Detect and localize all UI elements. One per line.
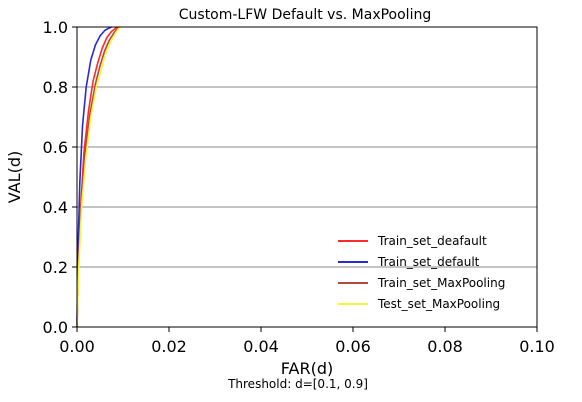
y-tick-label-1: 0.2 bbox=[43, 258, 68, 277]
y-tick-label-5: 1.0 bbox=[43, 18, 68, 37]
y-tick-label-4: 0.8 bbox=[43, 78, 68, 97]
legend-label-1: Train_set_deafault bbox=[377, 234, 487, 248]
x-tick-label-4: 0.08 bbox=[427, 337, 463, 356]
x-axis-label: FAR(d) bbox=[281, 359, 333, 378]
x-tick-label-5: 0.10 bbox=[519, 337, 555, 356]
x-axis-ticks: 0.00 0.02 0.04 0.06 0.08 0.10 bbox=[59, 327, 555, 356]
plot-frame bbox=[76, 26, 538, 328]
y-tick-label-0: 0.0 bbox=[43, 318, 68, 337]
threshold-note: Threshold: d=[0.1, 0.9] bbox=[227, 377, 368, 391]
x-tick-label-0: 0.00 bbox=[59, 337, 95, 356]
x-tick-label-1: 0.02 bbox=[151, 337, 187, 356]
y-axis-ticks: 0.0 0.2 0.4 0.6 0.8 1.0 bbox=[43, 18, 77, 337]
y-tick-label-2: 0.4 bbox=[43, 198, 68, 217]
y-axis-label: VAL(d) bbox=[5, 151, 24, 203]
y-tick-label-3: 0.6 bbox=[43, 138, 68, 157]
legend: Train_set_deafault Train_set_default Train… bbox=[338, 234, 505, 311]
legend-label-4: Test_set_MaxPooling bbox=[377, 297, 500, 311]
legend-label-3: Train_set_MaxPooling bbox=[377, 276, 505, 290]
series-line-4 bbox=[76, 26, 122, 328]
series-line-2 bbox=[76, 26, 112, 328]
x-tick-label-3: 0.06 bbox=[335, 337, 371, 356]
chart-title: Custom-LFW Default vs. MaxPooling bbox=[179, 7, 431, 23]
legend-label-2: Train_set_default bbox=[377, 255, 480, 269]
series-group bbox=[76, 26, 122, 328]
x-tick-label-2: 0.04 bbox=[243, 337, 279, 356]
series-line-3 bbox=[76, 26, 120, 328]
